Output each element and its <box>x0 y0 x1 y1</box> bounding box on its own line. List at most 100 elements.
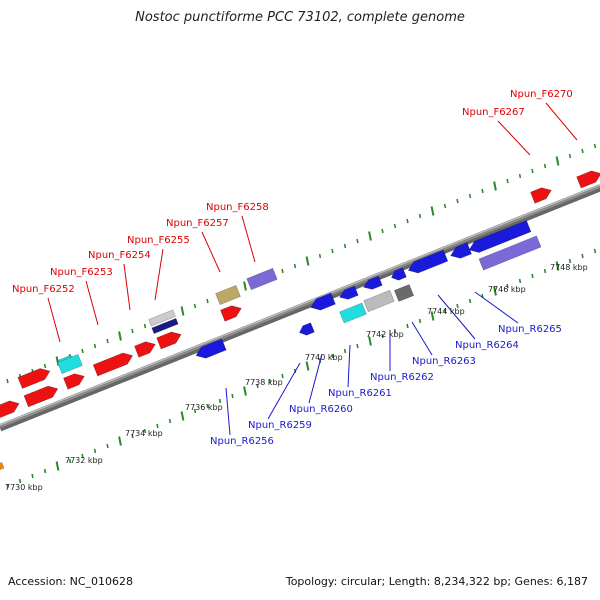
minor-tick <box>481 188 484 194</box>
forward-leader-line <box>85 280 99 326</box>
leader-group <box>47 102 578 436</box>
major-tick <box>555 156 560 166</box>
minor-tick <box>106 443 109 449</box>
minor-tick <box>256 383 259 389</box>
reverse-gene-label: Npun_R6261 <box>328 388 392 399</box>
unlabeled-feature <box>148 309 176 327</box>
minor-tick <box>543 163 547 169</box>
forward-gene-label: Npun_F6255 <box>127 235 190 246</box>
minor-tick <box>231 393 234 399</box>
reverse-gene-feature <box>407 249 449 274</box>
minor-tick <box>381 333 384 339</box>
minor-tick <box>468 298 472 304</box>
forward-gene-label: Npun_F6254 <box>88 250 151 261</box>
forward-leader-line <box>201 231 221 273</box>
unlabeled-feature <box>57 353 83 375</box>
minor-tick <box>43 363 47 369</box>
forward-gene-label: Npun_F6270 <box>510 89 573 100</box>
major-tick <box>305 361 310 371</box>
feature-group <box>0 170 600 470</box>
reverse-gene-label: Npun_R6260 <box>289 404 353 415</box>
unlabeled-feature <box>391 267 407 281</box>
forward-gene-feature <box>215 284 241 306</box>
reverse-tick-track <box>6 248 597 489</box>
minor-tick <box>456 198 459 204</box>
forward-leader-line <box>545 102 578 141</box>
reverse-gene-label: Npun_R6264 <box>455 340 519 351</box>
forward-gene-label: Npun_F6258 <box>206 202 269 213</box>
reverse-gene-label: Npun_R6262 <box>370 372 434 383</box>
backbone-group <box>0 184 600 432</box>
minor-tick <box>268 378 272 384</box>
minor-tick <box>18 478 22 484</box>
unlabeled-feature <box>220 305 242 322</box>
minor-tick <box>193 303 197 309</box>
minor-tick <box>168 418 172 424</box>
scale-label: 7738 kbp <box>245 378 283 387</box>
scale-label: 7744 kbp <box>427 307 465 316</box>
unlabeled-feature <box>0 462 5 470</box>
scale-label: 7730 kbp <box>5 483 43 492</box>
reverse-gene-feature <box>450 242 472 259</box>
major-tick <box>368 231 372 241</box>
minor-tick <box>506 178 509 184</box>
minor-tick <box>568 153 572 159</box>
minor-tick <box>418 213 422 219</box>
scale-label: 7734 kbp <box>125 429 163 438</box>
minor-tick <box>106 338 109 344</box>
minor-tick <box>343 243 347 249</box>
minor-tick <box>518 278 522 284</box>
major-tick <box>555 261 560 271</box>
unlabeled-feature <box>468 220 532 253</box>
minor-tick <box>293 263 297 269</box>
forward-leader-line <box>497 120 531 156</box>
label-group: Npun_F6252 Npun_F6253 Npun_F6254 Npun_F6255… <box>12 89 573 447</box>
minor-tick <box>518 173 522 179</box>
reverse-gene-label: Npun_R6256 <box>210 436 274 447</box>
major-tick <box>493 286 497 296</box>
forward-leader-line <box>241 215 256 263</box>
reverse-gene-feature <box>339 302 367 324</box>
minor-tick <box>543 268 547 274</box>
reverse-leader-line <box>474 291 519 324</box>
minor-tick <box>593 143 597 149</box>
minor-tick <box>356 238 359 244</box>
minor-tick <box>331 248 334 254</box>
minor-tick <box>581 253 584 259</box>
forward-gene-feature <box>17 368 51 389</box>
minor-tick <box>418 318 422 324</box>
minor-tick <box>531 273 534 279</box>
unlabeled-feature <box>363 275 383 290</box>
major-tick <box>118 436 122 446</box>
major-tick <box>305 256 310 266</box>
forward-gene-feature <box>246 267 278 291</box>
reverse-gene-label: Npun_R6263 <box>412 356 476 367</box>
minor-tick <box>443 203 447 209</box>
scale-label: 7742 kbp <box>366 330 404 339</box>
minor-tick <box>593 248 597 254</box>
minor-tick <box>143 323 147 329</box>
minor-tick <box>131 328 134 334</box>
minor-tick <box>443 308 447 314</box>
major-tick <box>180 306 185 316</box>
reverse-leader-line <box>308 353 323 404</box>
minor-tick <box>31 473 34 479</box>
forward-leader-line <box>154 248 164 301</box>
backbone-highlight <box>0 184 600 426</box>
minor-tick <box>43 468 47 474</box>
genome-title: Nostoc punctiforme PCC 73102, complete g… <box>135 10 465 25</box>
forward-gene-label: Npun_F6253 <box>50 267 113 278</box>
scale-label: 7746 kbp <box>488 285 526 294</box>
forward-gene-feature <box>576 170 600 189</box>
minor-tick <box>581 148 584 154</box>
minor-tick <box>6 483 9 489</box>
minor-tick <box>406 218 409 224</box>
forward-gene-label: Npun_F6267 <box>462 107 525 118</box>
major-tick <box>180 411 185 421</box>
major-tick <box>118 331 122 341</box>
forward-gene-feature <box>530 187 552 204</box>
unlabeled-feature <box>0 400 20 418</box>
scale-group: 7730 kbp 7732 kbp 7734 kbp 7736 kbp 7738 kbp… <box>5 263 588 492</box>
reverse-leader-line <box>267 362 301 420</box>
